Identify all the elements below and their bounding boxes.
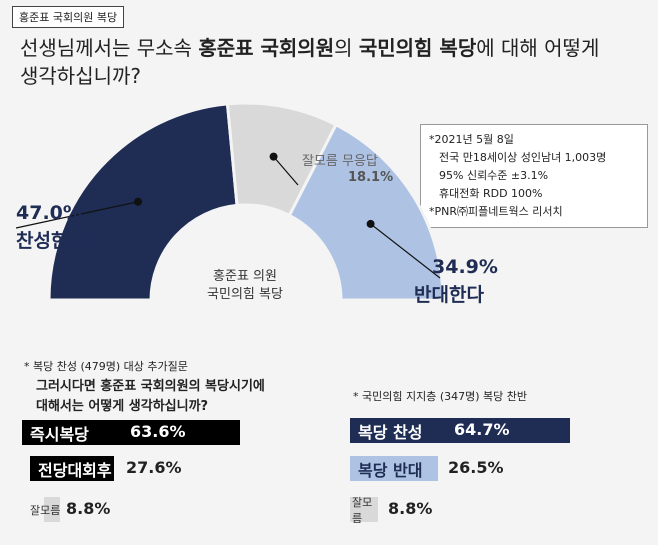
question-bold-1: 홍준표 국회의원 [198, 36, 335, 60]
method-agency: *PNR㈜피플네트웍스 리서치 [429, 205, 563, 218]
sub-left-q-line2: 대해서는 어떻게 생각하십니까? [36, 399, 209, 414]
question-part-3: 에 대해 어떻게 [476, 36, 600, 60]
right-bar-1: 복당 반대 [350, 456, 438, 481]
label-no: 반대한다 [414, 284, 484, 306]
method-confidence: 95% 신뢰수준 ±3.1% [439, 169, 549, 182]
leader-no [370, 223, 441, 279]
right-bar-value-0: 64.7% [454, 420, 510, 439]
pct-yes: 47.0% [16, 202, 82, 224]
sub-left-note: * 복당 찬성 (479명) 대상 추가질문 [24, 360, 188, 373]
leader-yes [15, 201, 139, 229]
leader-dk-dot [269, 152, 278, 161]
left-bar-2: 잘모름 [30, 497, 64, 522]
question-line-2: 생각하십니까? [20, 64, 142, 88]
question-bold-2: 국민의힘 복당 [358, 36, 477, 60]
label-dk: 잘모름 무응답 [302, 154, 378, 169]
pct-dk: 18.1% [348, 170, 394, 185]
left-bar-value-2: 8.8% [66, 499, 111, 518]
center-line-2: 국민의힘 복당 [207, 287, 283, 302]
slice-yes [47, 102, 239, 302]
left-bar-label-1: 전당대회후 [38, 460, 112, 480]
leader-dk [273, 156, 299, 186]
method-mode: 휴대전화 RDD 100% [439, 187, 543, 200]
slice-no [287, 122, 445, 302]
right-bar-label-2: 잘모름 [352, 495, 373, 525]
label-yes: 찬성한다 [16, 230, 86, 252]
sub-left-q-line1: 그러시다면 홍준표 국회의원의 복당시기에 [36, 379, 265, 394]
right-bar-label-1: 복당 반대 [358, 460, 423, 480]
center-line-1: 홍준표 의원 [213, 269, 277, 284]
left-bar-label-2: 잘모름 [30, 503, 61, 517]
leader-no-dot [366, 219, 375, 228]
left-bar-1: 전당대회후 [30, 456, 114, 481]
right-bar-0: 복당 찬성 [350, 418, 570, 443]
pct-no: 34.9% [432, 256, 498, 278]
question-part-2: 의 [334, 36, 359, 60]
question-part-1: 선생님께서는 무소속 [20, 36, 199, 60]
method-sample: 전국 만18세이상 성인남녀 1,003명 [439, 151, 607, 164]
right-bar-value-1: 26.5% [448, 458, 504, 477]
left-bar-value-0: 63.6% [130, 422, 186, 441]
right-bar-label-0: 복당 찬성 [358, 422, 423, 442]
right-bar-value-2: 8.8% [388, 499, 433, 518]
right-bar-2: 잘모름 [350, 496, 378, 525]
sub-left-question: 그러시다면 홍준표 국회의원의 복당시기에 대해서는 어떻게 생각하십니까? [36, 377, 336, 417]
method-date: *2021년 5월 8일 [429, 133, 514, 146]
donut-center-label: 홍준표 의원 국민의힘 복당 [190, 268, 300, 304]
survey-question: 선생님께서는 무소속 홍준표 국회의원의 국민의힘 복당에 대해 어떻게 생각하… [20, 34, 640, 90]
left-bar-value-1: 27.6% [126, 458, 182, 477]
left-bar-0: 즉시복당 [22, 420, 240, 445]
methodology-box: *2021년 5월 8일 전국 만18세이상 성인남녀 1,003명 95% 신… [420, 124, 648, 228]
leader-yes-dot [134, 197, 143, 206]
left-bar-label-0: 즉시복당 [30, 424, 89, 444]
sub-right-note: * 국민의힘 지지층 (347명) 복당 찬반 [353, 390, 528, 403]
topic-tag: 홍준표 국회의원 복당 [12, 6, 125, 28]
